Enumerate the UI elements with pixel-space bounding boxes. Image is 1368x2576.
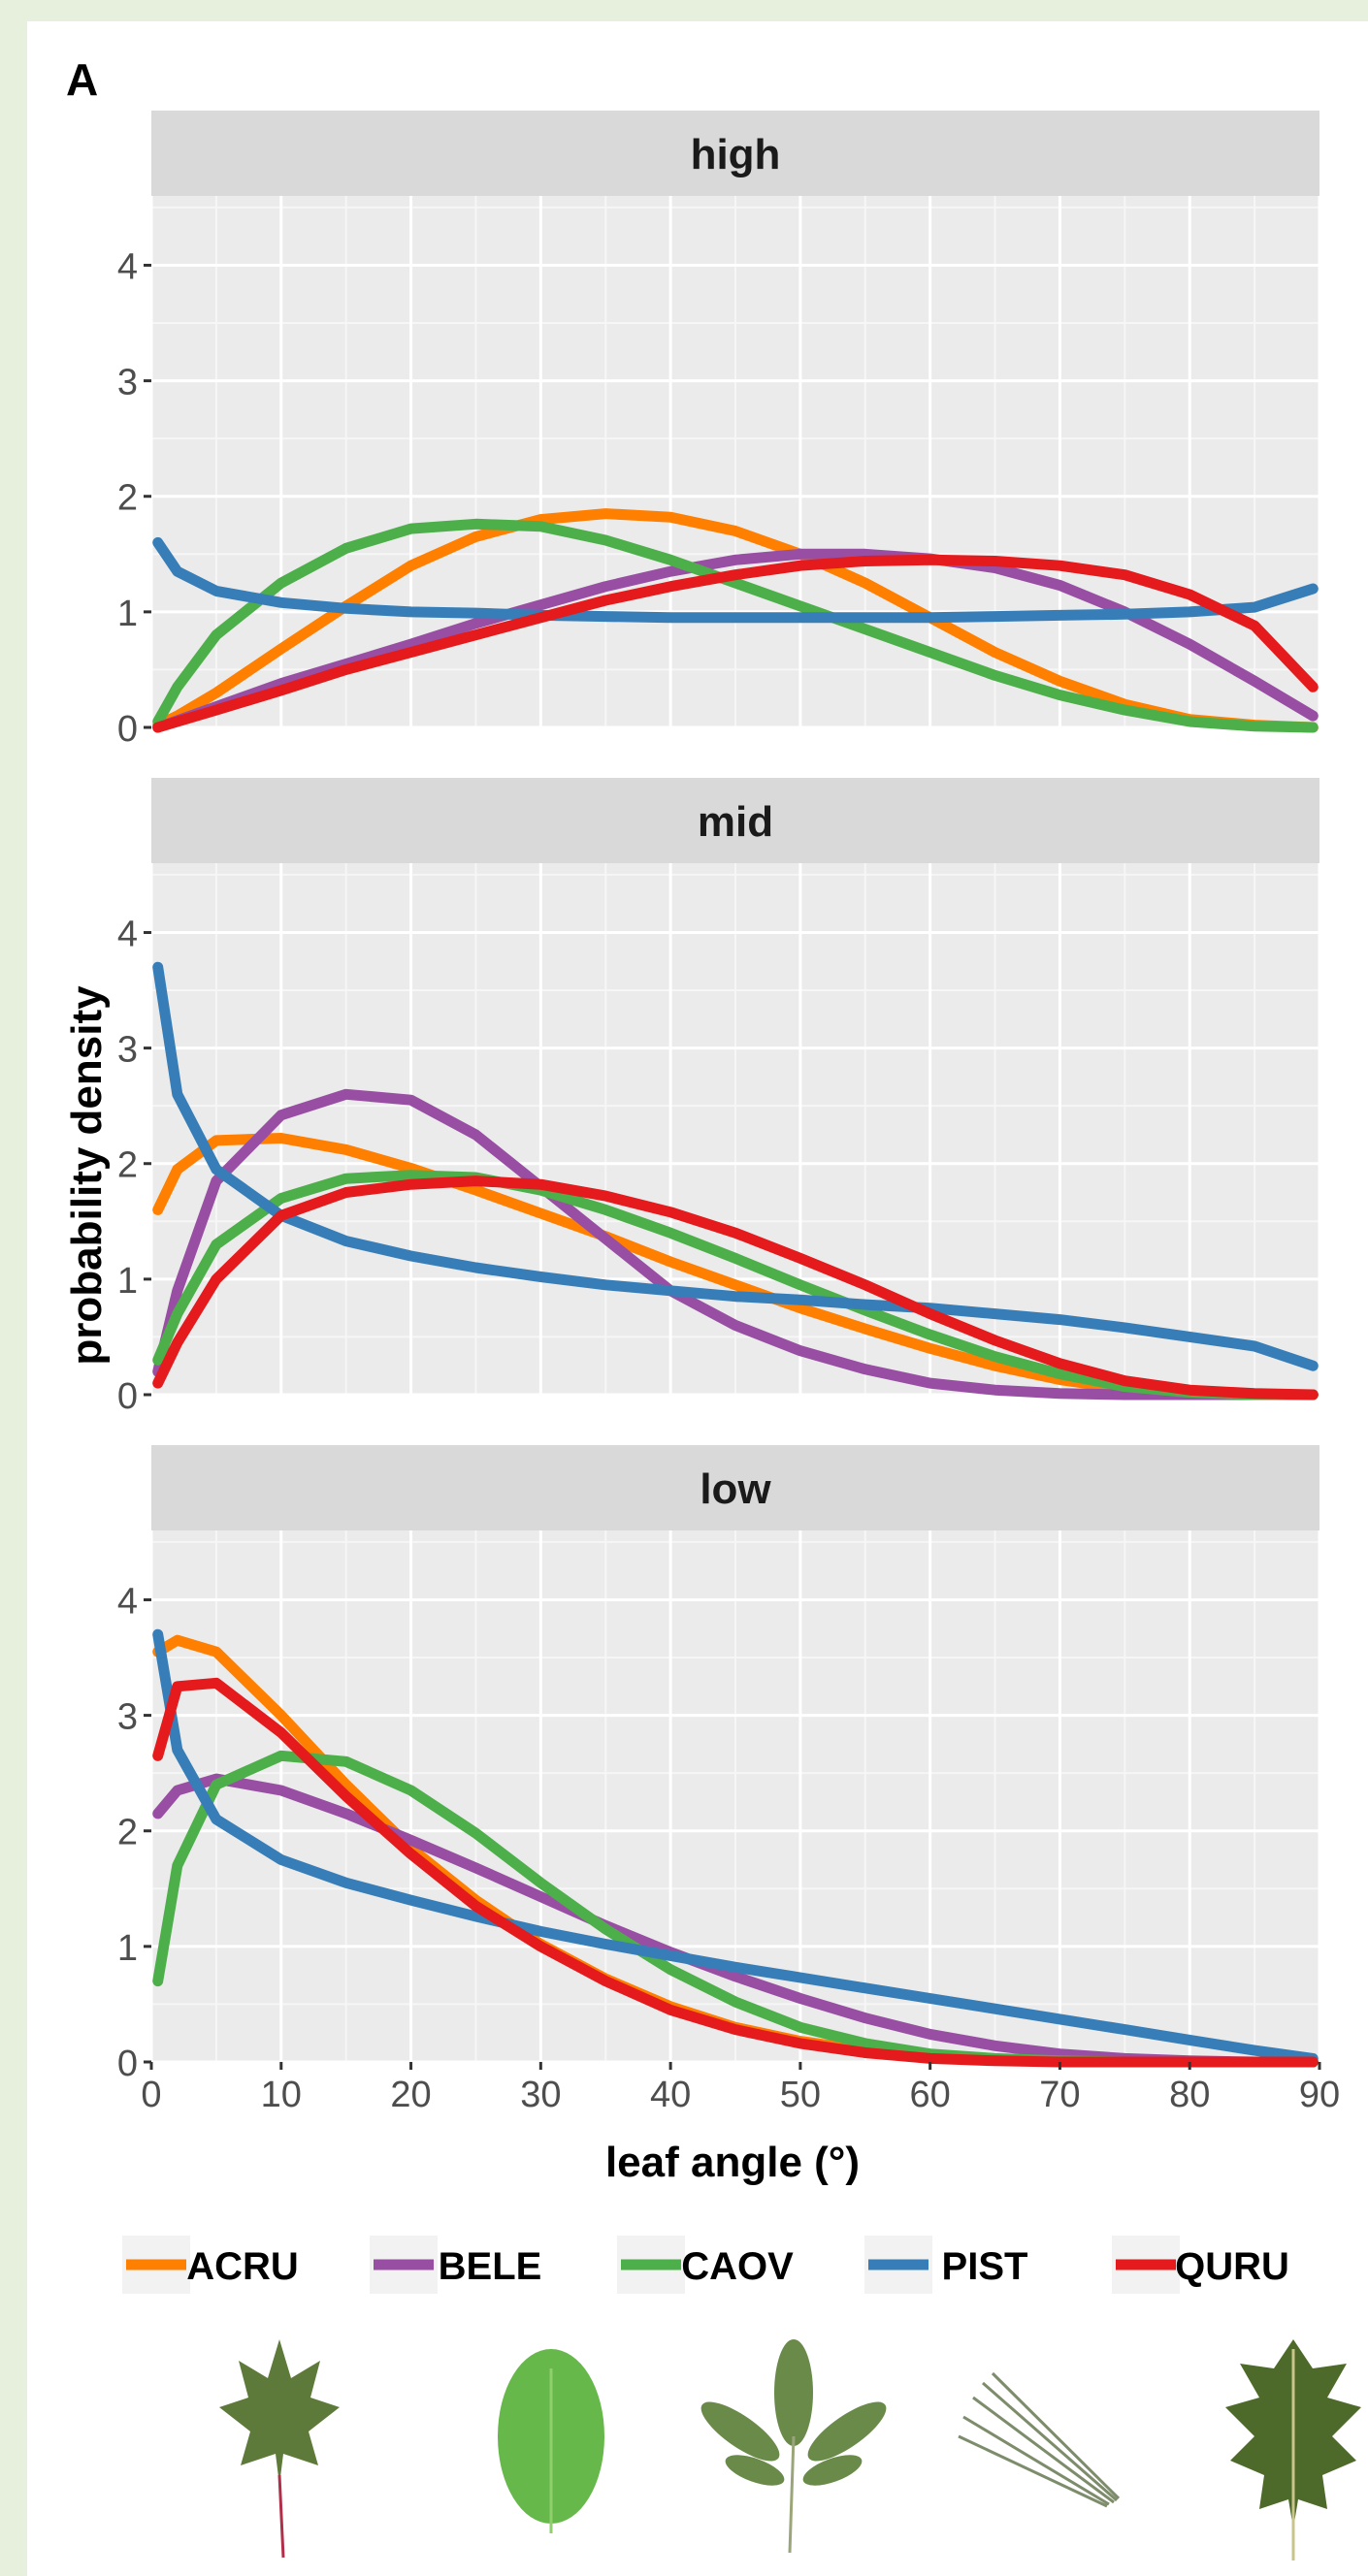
x-tick-label: 30 (520, 2075, 561, 2115)
x-tick-label: 50 (780, 2075, 821, 2115)
series-line-bele (152, 1088, 1319, 1401)
facet-panel-high: high 0 1 2 3 4 (117, 111, 1321, 750)
leaf-images (219, 2339, 1361, 2560)
hickory-leaflet (802, 2455, 863, 2486)
series-line-pist (152, 961, 1319, 1371)
y-tick-label: 0 (117, 2044, 138, 2084)
hickory-leaflet (774, 2339, 813, 2446)
pine-needle (958, 2434, 1108, 2508)
y-tick-label: 1 (117, 1928, 138, 1969)
y-tick-label: 2 (117, 478, 138, 519)
x-tick-label: 20 (390, 2075, 431, 2115)
y-tick-label: 0 (117, 1376, 138, 1417)
series-line-quru (152, 554, 1319, 733)
pine-needles-icon (958, 2371, 1121, 2508)
pine-needle (972, 2396, 1115, 2504)
pine-needle (982, 2381, 1118, 2502)
facet-strip-label: low (700, 1465, 771, 1513)
series-line-quru (152, 1677, 1319, 2068)
x-tick-label: 40 (650, 2075, 691, 2115)
y-tick-label: 2 (117, 1813, 138, 1853)
series-line-bele (152, 548, 1319, 733)
y-tick-label: 4 (117, 1581, 138, 1622)
x-tick-label: 60 (910, 2075, 951, 2115)
facet-strip-label: high (691, 131, 781, 178)
y-tick-label: 3 (117, 363, 138, 403)
legend-item-acru: ACRU (122, 2236, 299, 2294)
facet-panel-mid: mid 0 1 2 3 4 (117, 778, 1321, 1417)
series-line-acru (152, 508, 1319, 733)
series-line-quru (152, 1175, 1319, 1401)
maple-leaf-stem (277, 2474, 285, 2559)
birch-leaf-icon (498, 2349, 604, 2533)
y-axis-label: probability density (63, 985, 111, 1366)
y-tick-label: 1 (117, 594, 138, 634)
pine-needle (991, 2371, 1121, 2500)
legend-item-quru: QURU (1112, 2236, 1289, 2294)
legend-label-caov: CAOV (681, 2245, 794, 2288)
facet-strip-label: mid (698, 798, 773, 846)
y-tick-label: 3 (117, 1697, 138, 1738)
hickory-leaf-stem (788, 2435, 796, 2554)
x-axis-label: leaf angle (°) (605, 2139, 860, 2186)
legend: ACRU BELE CAOV PIST QURU (122, 2236, 1289, 2294)
legend-label-quru: QURU (1175, 2245, 1289, 2288)
facet-strip (151, 778, 1319, 863)
x-tick-label: 80 (1169, 2075, 1210, 2115)
panel-label: A (66, 54, 98, 105)
y-tick-label: 3 (117, 1030, 138, 1071)
y-tick-label: 0 (117, 709, 138, 750)
y-tick-label: 1 (117, 1261, 138, 1302)
series-line-pist (152, 1628, 1319, 2064)
legend-label-acru: ACRU (186, 2245, 299, 2288)
x-tick-label: 0 (141, 2075, 161, 2115)
hickory-leaflet (725, 2455, 785, 2486)
legend-item-bele: BELE (370, 2236, 541, 2294)
legend-item-caov: CAOV (617, 2236, 794, 2294)
series-line-caov (152, 1170, 1319, 1401)
maple-leaf-blade (219, 2339, 340, 2485)
series-line-pist (152, 536, 1319, 624)
y-tick-label: 4 (117, 246, 138, 287)
x-tick-label: 10 (261, 2075, 302, 2115)
facet-strip (151, 1445, 1319, 1530)
pine-needle (962, 2415, 1110, 2506)
legend-label-bele: BELE (439, 2245, 542, 2288)
maple-leaf-icon (219, 2339, 340, 2559)
legend-label-pist: PIST (942, 2245, 1028, 2288)
hickory-leaf-icon (700, 2339, 887, 2554)
y-tick-label: 2 (117, 1145, 138, 1186)
y-tick-label: 4 (117, 914, 138, 954)
oak-leaf-icon (1225, 2339, 1361, 2560)
figure-card: A high 0 1 2 3 4 mid 0 1 2 3 4 low 0 1 2 3 4 0 10 20 30 40 50 60… (27, 21, 1368, 2576)
x-tick-label: 90 (1299, 2075, 1340, 2115)
series-line-caov (152, 518, 1319, 733)
hickory-leaflet (807, 2401, 887, 2462)
x-tick-label: 70 (1039, 2075, 1080, 2115)
facet-strip (151, 111, 1319, 196)
hickory-leaflet (700, 2401, 780, 2462)
legend-item-pist: PIST (864, 2236, 1027, 2294)
